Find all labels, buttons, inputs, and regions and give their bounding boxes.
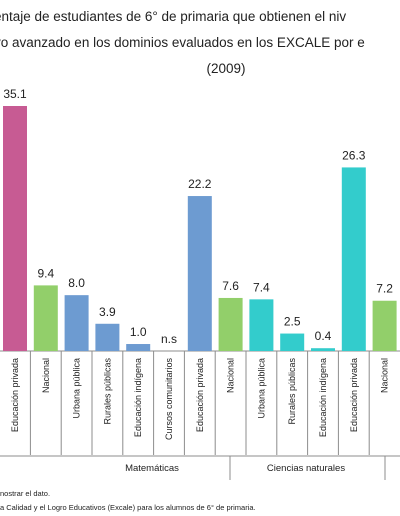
category-label-5: Educación indígena	[133, 358, 143, 437]
category-label-13: Nacional	[380, 358, 390, 393]
footnote-1: nostrar el dato.	[0, 489, 50, 498]
category-label-11: Educación indígena	[318, 358, 328, 437]
category-label-12: Educación privada	[349, 358, 359, 432]
category-label-1: Educación privada	[10, 358, 20, 432]
bar-4-rurales-publicas	[95, 323, 120, 351]
footnote-2: a Calidad y el Logro Educativos (Excale)…	[0, 503, 256, 512]
bar-1-educacion-privada	[3, 106, 27, 351]
bar-7-educacion-privada	[187, 196, 212, 351]
bar-13-nacional	[372, 300, 397, 351]
group-label-ciencias-naturales: Ciencias naturales	[267, 463, 345, 474]
value-label-6: n.s	[161, 332, 177, 346]
category-label-2: Nacional	[41, 358, 51, 393]
value-label-5: 1.0	[130, 325, 147, 339]
bar-2-nacional	[33, 285, 58, 351]
chart-title-line-1: entaje de estudiantes de 6° de primaria …	[0, 9, 346, 24]
value-label-1: 35.1	[3, 87, 27, 101]
value-label-11: 0.4	[315, 329, 332, 343]
category-label-7: Educación privada	[195, 358, 205, 432]
group-label-matematicas: Matemáticas	[125, 463, 179, 474]
bar-5-educacion-indigena	[126, 344, 151, 351]
value-label-8: 7.6	[222, 279, 239, 293]
bar-11-educacion-indigena	[311, 348, 335, 351]
bar-8-nacional	[218, 297, 243, 351]
value-label-4: 3.9	[99, 305, 116, 319]
chart-title-line-3: (2009)	[206, 61, 245, 76]
value-label-3: 8.0	[68, 276, 85, 290]
bar-10-rurales-publicas	[280, 333, 305, 351]
value-label-10: 2.5	[284, 315, 301, 329]
category-label-10: Rurales públicas	[287, 358, 297, 425]
bar-3-urbana-publica	[64, 295, 89, 351]
value-label-7: 22.2	[188, 177, 212, 191]
category-label-8: Nacional	[226, 358, 236, 393]
value-label-12: 26.3	[342, 148, 366, 162]
category-label-9: Urbana pública	[256, 358, 266, 419]
value-label-9: 7.4	[253, 280, 270, 294]
bars-layer: 35.1 Educación privada 9.4 Nacional 8.0 Urban…	[0, 87, 400, 480]
category-label-6: Cursos comunitarios	[164, 358, 174, 441]
category-label-4: Rurales públicas	[102, 358, 112, 425]
chart-title-line-2: vo avanzado en los dominios evaluados en…	[0, 35, 365, 50]
bar-12-educacion-privada	[341, 167, 366, 351]
category-label-3: Urbana pública	[72, 358, 82, 419]
bar-9-urbana-publica	[249, 299, 274, 351]
value-label-2: 9.4	[37, 266, 54, 280]
value-label-13: 7.2	[376, 282, 393, 296]
